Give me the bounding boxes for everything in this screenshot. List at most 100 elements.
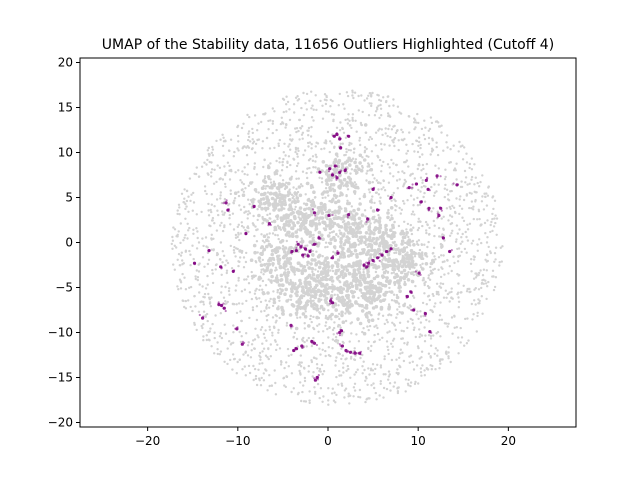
inlier-point [324,241,328,244]
inlier-point [283,142,286,145]
inlier-point [234,171,237,174]
inlier-point [287,190,291,194]
inlier-point [417,188,420,192]
inlier-point [269,343,272,346]
inlier-point [404,160,407,164]
inlier-point [298,361,301,364]
inlier-point [380,274,385,278]
inlier-point [358,288,363,292]
inlier-point [439,362,442,365]
outlier-point [291,325,294,328]
inlier-point [384,373,387,376]
inlier-point [378,235,383,239]
inlier-point [356,207,361,212]
inlier-point [303,327,306,330]
inlier-point [332,399,336,402]
inlier-point [271,122,274,125]
inlier-point [411,240,414,243]
inlier-point [303,314,308,319]
inlier-point [221,133,224,136]
inlier-point [265,266,270,270]
inlier-point [223,197,227,201]
inlier-point [281,160,284,164]
inlier-point [271,256,275,261]
inlier-point [313,356,316,360]
inlier-point [328,173,332,178]
inlier-point [309,299,313,304]
inlier-point [263,241,266,244]
inlier-point [374,270,378,274]
chart-title: UMAP of the Stability data, 11656 Outlie… [102,37,554,53]
inlier-point [270,196,275,201]
inlier-point [345,357,348,360]
inlier-point [257,213,261,218]
inlier-point [314,226,319,231]
inlier-point [408,361,411,364]
inlier-point [215,198,219,201]
inlier-point [295,187,298,191]
inlier-point [414,380,417,384]
inlier-point [312,315,315,319]
inlier-point [327,285,332,290]
inlier-point [358,251,363,256]
inlier-point [418,136,421,139]
inlier-point [306,280,310,285]
inlier-point [281,164,284,167]
inlier-point [387,348,390,352]
inlier-point [371,209,376,213]
inlier-point [262,165,265,169]
inlier-point [398,356,401,359]
inlier-point [381,258,384,262]
inlier-point [326,245,329,249]
inlier-point [474,176,477,179]
inlier-point [419,367,423,370]
inlier-point [364,215,367,218]
inlier-point [268,306,271,309]
inlier-point [184,217,187,220]
inlier-point [183,305,186,309]
inlier-point [411,142,414,146]
inlier-point [226,347,229,350]
inlier-point [460,250,463,254]
inlier-point [357,395,360,399]
outlier-point [345,351,348,354]
inlier-point [355,255,359,259]
inlier-point [474,200,477,203]
inlier-point [368,102,371,105]
inlier-point [401,131,404,134]
inlier-point [477,302,480,305]
inlier-point [243,288,247,291]
inlier-point [367,328,370,332]
outlier-point [317,235,320,238]
inlier-point [342,131,346,134]
inlier-point [238,260,241,264]
inlier-point [354,183,358,186]
inlier-point [334,308,339,312]
inlier-point [382,186,385,189]
inlier-point [305,171,308,175]
inlier-point [351,119,355,122]
inlier-point [340,298,345,303]
inlier-point [271,131,274,135]
inlier-point [408,355,411,358]
inlier-point [444,183,447,187]
inlier-point [492,288,496,292]
inlier-point [372,276,377,281]
inlier-point [428,232,431,236]
inlier-point [381,133,384,137]
inlier-point [273,326,276,329]
inlier-point [429,356,432,359]
inlier-point [266,263,271,267]
inlier-point [431,258,435,263]
inlier-point [366,169,369,173]
inlier-point [482,268,486,271]
inlier-point [294,170,298,173]
inlier-point [367,257,372,261]
inlier-point [272,180,276,183]
inlier-point [302,153,305,157]
inlier-point [367,318,371,323]
inlier-point [493,199,497,202]
inlier-point [310,107,313,110]
inlier-point [211,322,214,326]
inlier-point [413,251,418,256]
